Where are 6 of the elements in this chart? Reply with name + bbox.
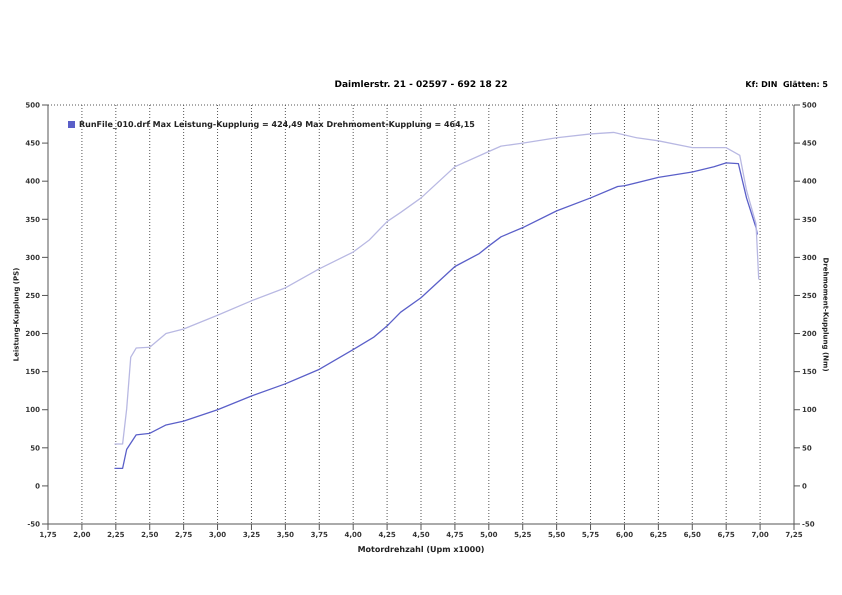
chart-subtitle: Daimlerstr. 21 - 02597 - 692 18 22 — [334, 80, 508, 90]
line-series — [114, 132, 760, 445]
x-axis-title: Motordrehzahl (Upm x1000) — [358, 545, 484, 554]
legend-label: RunFile_010.drf Max Leistung-Kupplung = 424,49 Max Drehmoment-Kupplung = 464,15 — [79, 120, 475, 129]
text: Kf: DIN Glätten: 5 — [745, 80, 828, 89]
line-series — [114, 162, 758, 470]
